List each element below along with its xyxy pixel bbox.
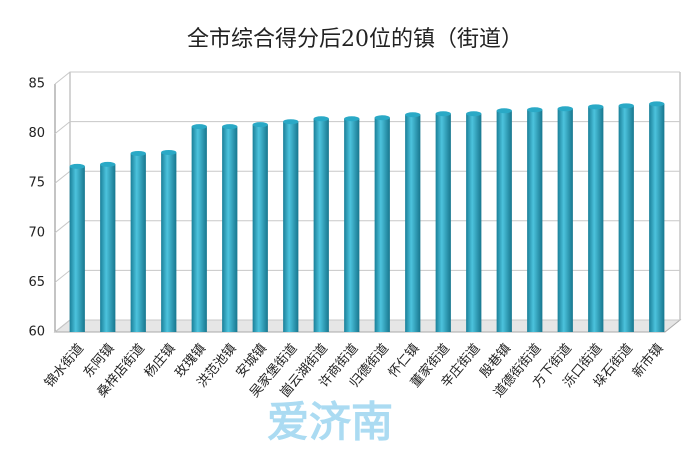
bar-cap xyxy=(557,106,573,112)
bar-cap xyxy=(69,163,85,169)
bar-cap xyxy=(618,103,634,109)
bar-cap xyxy=(527,107,543,113)
bar xyxy=(374,117,390,332)
x-tick-label: 锦水街道 xyxy=(42,341,87,390)
bar-cap xyxy=(405,112,421,118)
y-tick-label: 70 xyxy=(28,225,45,240)
y-tick-label: 60 xyxy=(28,325,45,340)
floor xyxy=(53,319,682,333)
bar-cap xyxy=(252,122,268,128)
bar xyxy=(69,166,85,332)
bar-cap xyxy=(344,116,360,122)
bar xyxy=(252,124,268,332)
bar xyxy=(283,121,299,332)
bar-cap xyxy=(374,115,390,121)
y-tick-label: 65 xyxy=(28,275,45,290)
grid-line xyxy=(54,121,680,134)
x-tick-label: 新市镇 xyxy=(629,341,666,381)
bar xyxy=(161,152,177,332)
bar-cap xyxy=(100,161,116,167)
bar xyxy=(222,126,238,332)
grid-line xyxy=(54,269,680,283)
bar-cap xyxy=(161,149,177,155)
y-tick-label: 75 xyxy=(28,176,45,191)
grid-line xyxy=(54,71,680,85)
bar-cap xyxy=(130,150,146,156)
x-tick-label: 杨庄镇 xyxy=(141,341,178,381)
bar xyxy=(527,109,543,333)
bar xyxy=(313,118,329,332)
bar xyxy=(344,118,360,332)
grid-line xyxy=(54,220,680,234)
grid-line xyxy=(54,170,680,184)
chart-title: 全市综合得分后20位的镇（街道） xyxy=(187,27,523,52)
bar xyxy=(405,114,421,332)
bar xyxy=(588,106,604,332)
bar xyxy=(618,105,634,332)
bar-cap xyxy=(466,111,482,117)
bar xyxy=(496,110,512,332)
bar xyxy=(466,113,482,332)
bar-cap xyxy=(313,116,329,122)
bar xyxy=(130,153,146,332)
bar-cap xyxy=(588,104,604,110)
y-tick-label: 80 xyxy=(28,126,45,141)
bar xyxy=(557,108,573,332)
bar-cap xyxy=(496,108,512,114)
bar xyxy=(100,164,116,332)
bar-cap xyxy=(649,101,665,107)
bar xyxy=(191,126,207,332)
bar-cap xyxy=(435,111,451,117)
bar-cap xyxy=(191,124,207,130)
bar xyxy=(649,103,665,332)
bar xyxy=(435,113,451,332)
bar-cap xyxy=(222,124,238,130)
watermark: 爱济南 xyxy=(267,398,393,447)
bar-cap xyxy=(283,119,299,125)
y-tick-label: 85 xyxy=(28,77,45,92)
